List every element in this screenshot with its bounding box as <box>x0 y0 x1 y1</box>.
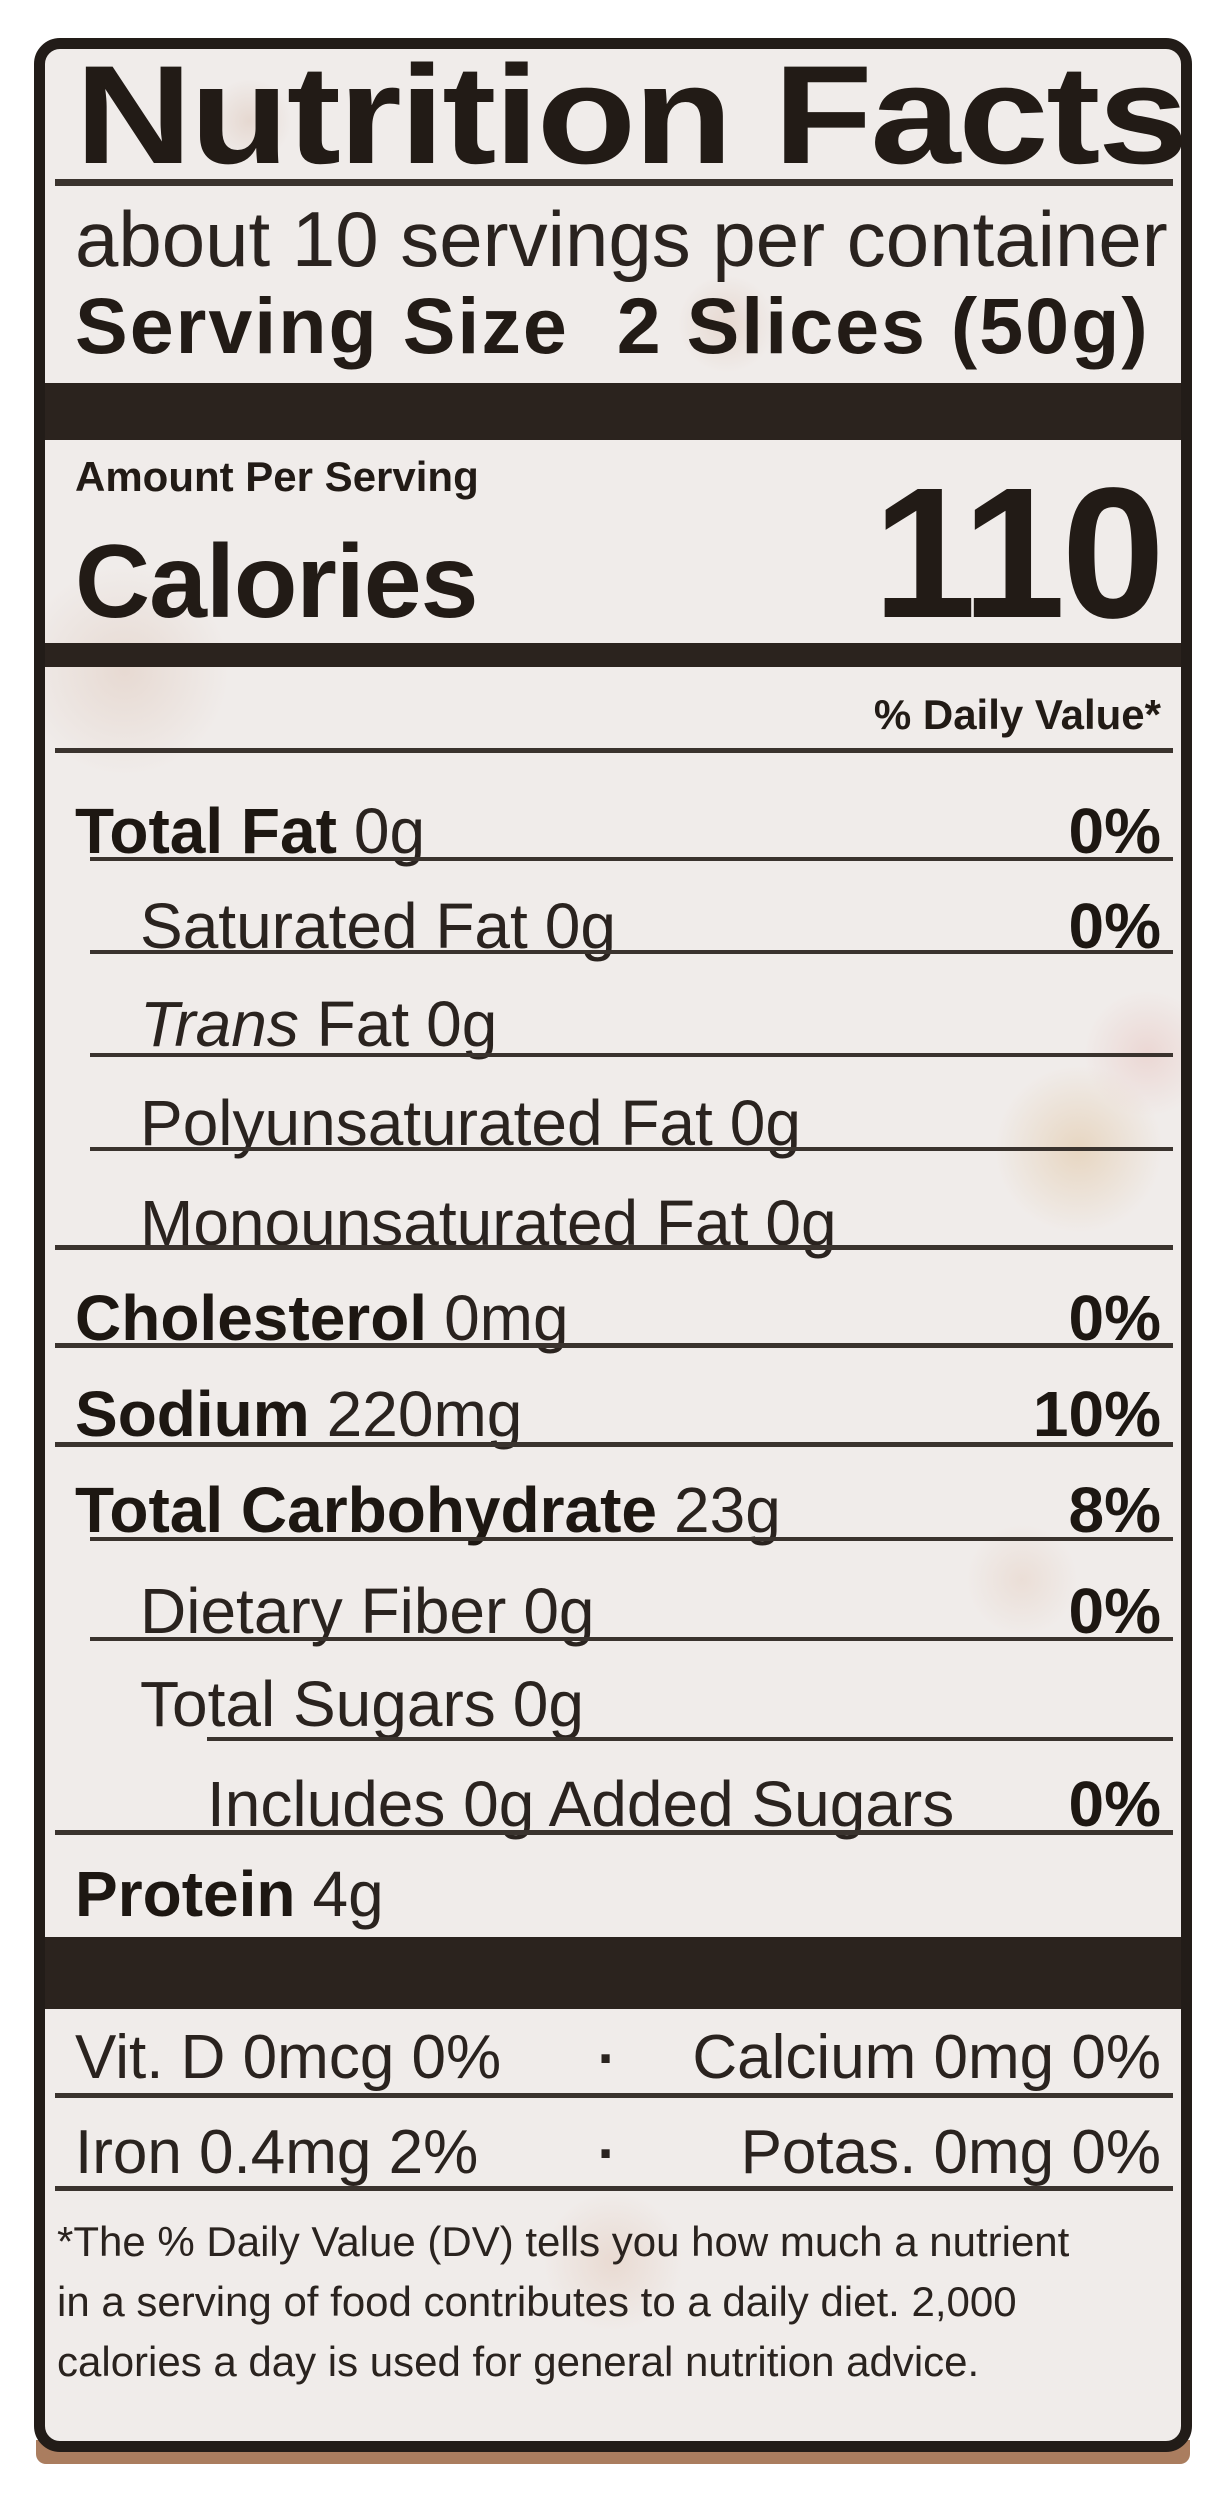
nutrient-row-protein: Protein 4g <box>75 1858 384 1930</box>
serving-size: Serving Size 2 Slices (50g) <box>75 281 1150 370</box>
medium-separator-bar <box>45 643 1181 667</box>
label-title: Nutrition Facts <box>75 36 1188 193</box>
divider <box>207 1737 1173 1741</box>
amount-per-serving-label: Amount Per Serving <box>75 453 479 500</box>
nutrient-row-cholesterol: Cholesterol 0mg 0% <box>75 1282 1161 1354</box>
calcium-value: Calcium 0mg 0% <box>692 2023 1161 2092</box>
dv-value: 0% <box>1068 1282 1162 1354</box>
micronutrient-row-iron-potassium: Iron 0.4mg 2% · Potas. 0mg 0% <box>75 2118 1161 2189</box>
thick-separator-bar <box>45 1937 1181 2009</box>
divider <box>55 748 1173 753</box>
divider <box>90 1053 1173 1057</box>
footnote-line: in a serving of food contributes to a da… <box>57 2278 1017 2325</box>
thick-separator-bar <box>45 383 1181 440</box>
divider <box>55 1830 1173 1835</box>
dv-value: 0% <box>1068 1768 1162 1840</box>
servings-per-container: about 10 servings per container <box>75 195 1168 283</box>
footnote-line: *The % Daily Value (DV) tells you how mu… <box>57 2218 1070 2265</box>
divider <box>55 2093 1173 2098</box>
footnote-line: calories a day is used for general nutri… <box>57 2338 980 2385</box>
divider <box>55 2186 1173 2191</box>
divider <box>55 1245 1173 1250</box>
nutrient-row-total-sugars: Total Sugars 0g <box>140 1668 584 1740</box>
nutrient-row-dietary-fiber: Dietary Fiber 0g 0% <box>140 1575 1161 1647</box>
divider <box>90 1537 1173 1541</box>
nutrient-row-total-carbohydrate: Total Carbohydrate 23g 8% <box>75 1474 1161 1546</box>
italic-prefix: Trans <box>140 988 299 1060</box>
daily-value-header: % Daily Value* <box>873 691 1161 738</box>
vitamin-d-value: Vit. D 0mcg 0% <box>75 2023 502 2092</box>
dv-value: 10% <box>1032 1378 1161 1450</box>
nutrient-row-sodium: Sodium 220mg 10% <box>75 1378 1161 1450</box>
dv-value: 8% <box>1068 1474 1162 1546</box>
daily-value-footnote: *The % Daily Value (DV) tells you how mu… <box>57 2212 1167 2392</box>
divider <box>90 950 1173 954</box>
dv-value: 0% <box>1068 795 1162 867</box>
calories-value: 110 <box>872 450 1165 657</box>
divider <box>55 1442 1173 1447</box>
divider <box>55 179 1173 186</box>
dot-separator: · <box>597 2026 617 2091</box>
divider <box>90 857 1173 861</box>
nutrient-row-total-fat: Total Fat 0g 0% <box>75 795 1161 867</box>
divider <box>90 1637 1173 1641</box>
micronutrient-row-vitd-calcium: Vit. D 0mcg 0% · Calcium 0mg 0% <box>75 2023 1161 2094</box>
dot-separator: · <box>597 2121 617 2186</box>
nutrient-row-added-sugars: Includes 0g Added Sugars 0% <box>207 1768 1161 1840</box>
potassium-value: Potas. 0mg 0% <box>740 2118 1161 2187</box>
nutrition-facts-label: Nutrition Facts about 10 servings per co… <box>34 38 1192 2452</box>
calories-row: Calories 110 <box>75 450 1165 657</box>
divider <box>55 1343 1173 1348</box>
calories-label: Calories <box>75 524 478 640</box>
nutrient-row-trans-fat: Trans Fat 0g <box>140 988 498 1060</box>
iron-value: Iron 0.4mg 2% <box>75 2118 479 2187</box>
divider <box>90 1147 1173 1151</box>
dv-value: 0% <box>1068 1575 1162 1647</box>
